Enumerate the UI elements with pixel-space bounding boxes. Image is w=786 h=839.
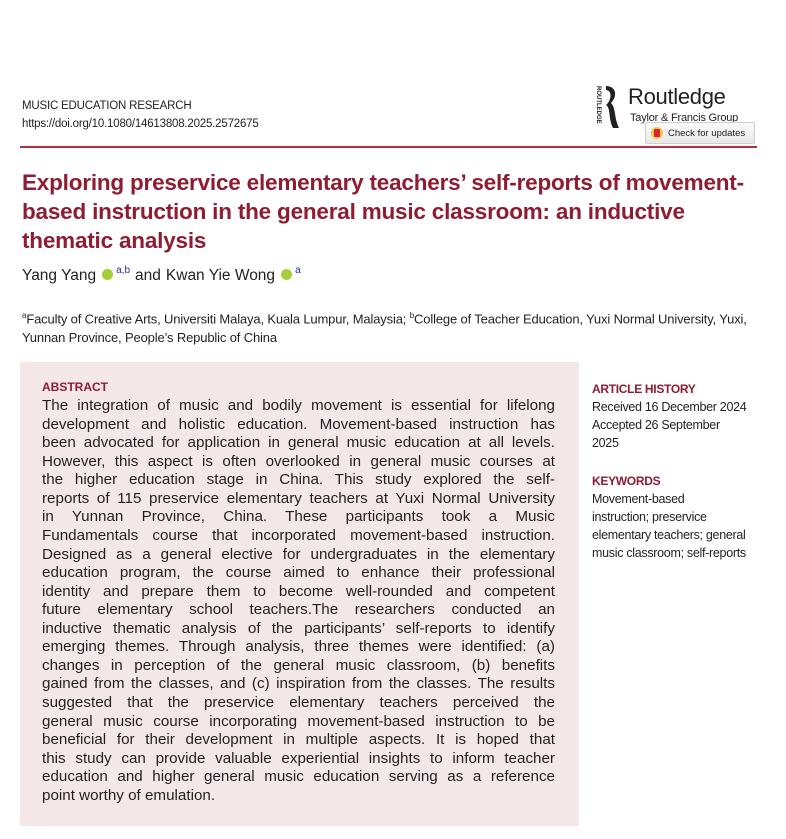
abstract-line: The integration of music and bodily move… — [42, 397, 555, 414]
keywords-line: instruction; preservice — [592, 510, 707, 524]
crossmark-icon — [651, 127, 663, 139]
affiliations: aFaculty of Creative Arts, Universiti Ma… — [22, 306, 762, 347]
abstract-line: gained from the classes, and (c) inspira… — [42, 675, 555, 693]
routledge-logo-icon: ROUTLEDGE — [595, 86, 619, 128]
history-line: Received 16 December 2024 — [592, 400, 747, 414]
keywords-line: Movement-based — [592, 492, 685, 506]
author-affiliation-mark[interactable]: a — [295, 264, 301, 276]
doi-link[interactable]: https://doi.org/10.1080/14613808.2025.25… — [22, 118, 259, 130]
abstract-box — [20, 362, 579, 826]
journal-name: MUSIC EDUCATION RESEARCH — [22, 100, 192, 112]
abstract-line: beneficial for their development in mult… — [42, 731, 555, 749]
article-title: Exploring preservice elementary teachers… — [22, 170, 744, 253]
publisher-group: Taylor & Francis Group — [630, 112, 739, 124]
abstract-line: the higher education stage in China. Thi… — [42, 471, 555, 489]
author-name[interactable]: Kwan Yie Wong — [165, 267, 276, 284]
abstract-line: education and higher general music educa… — [42, 768, 555, 786]
author-affiliation-mark[interactable]: a,b — [116, 264, 131, 276]
abstract-line: emerging themes. Through analysis, three… — [42, 638, 555, 656]
abstract-line: reports of 115 preservice elementary tea… — [42, 489, 555, 507]
author-list: Yang Yang a,b and Kwan Yie Wong a — [22, 264, 301, 285]
check-for-updates-button[interactable]: Check for updates — [645, 122, 755, 144]
affiliation-text: College of Teacher Education, Yuxi Norma… — [22, 311, 747, 346]
keywords-heading: KEYWORDS — [592, 474, 661, 488]
publisher-name: Routledge — [628, 84, 726, 109]
abstract-heading: ABSTRACT — [42, 380, 108, 394]
keywords-line: elementary teachers; general — [592, 528, 746, 542]
abstract-line: inductive thematic analysis of the parti… — [42, 619, 555, 637]
abstract-line: in Yunnan Province, China. These partici… — [42, 508, 555, 526]
history-line: 2025 — [592, 436, 619, 450]
abstract-line: changes in perception of the general mus… — [42, 656, 555, 674]
abstract-line: Designed as a general elective for under… — [42, 545, 555, 563]
affiliation-mark: a — [22, 311, 27, 320]
abstract-line: suggested that the preservice elementary… — [42, 694, 555, 711]
orcid-icon[interactable] — [281, 268, 293, 280]
abstract-line: development and holistic education. Move… — [42, 415, 555, 433]
abstract-line: identity and prepare them to become well… — [42, 582, 555, 600]
article-sidebar: ARTICLE HISTORY Received 16 December 202… — [592, 380, 777, 562]
abstract-line: this study can provide valuable experien… — [42, 749, 555, 767]
affiliation-mark: b — [409, 311, 415, 320]
author-conjunction: and — [135, 267, 161, 284]
orcid-icon[interactable] — [102, 268, 114, 280]
affiliation-text: Faculty of Creative Arts, Universiti Mal… — [26, 311, 407, 327]
article-history-heading: ARTICLE HISTORY — [592, 382, 696, 396]
keywords-line: music classroom; self-reports — [592, 546, 746, 560]
abstract-line: However, this aspect is often overlooked… — [42, 452, 555, 470]
abstract-line: future elementary school teachers.The re… — [42, 601, 555, 619]
abstract-line: general music course incorporating movem… — [42, 712, 555, 730]
history-line: Accepted 26 September — [592, 418, 720, 432]
header-divider — [20, 146, 757, 148]
abstract-line: Fundamentals course that incorporated mo… — [42, 526, 555, 544]
abstract-line: point worthy of emulation. — [42, 786, 216, 804]
publisher-logo: ROUTLEDGE Routledge Taylor & Francis Gro… — [594, 84, 759, 132]
svg-text:ROUTLEDGE: ROUTLEDGE — [595, 86, 601, 124]
abstract-text: The integration of music and bodily move… — [42, 397, 555, 805]
check-for-updates-label: Check for updates — [668, 127, 746, 139]
abstract-line: education program, the course aimed to e… — [42, 564, 555, 582]
abstract-line: been advocated for application in genera… — [42, 434, 555, 452]
author-name[interactable]: Yang Yang — [22, 267, 97, 284]
